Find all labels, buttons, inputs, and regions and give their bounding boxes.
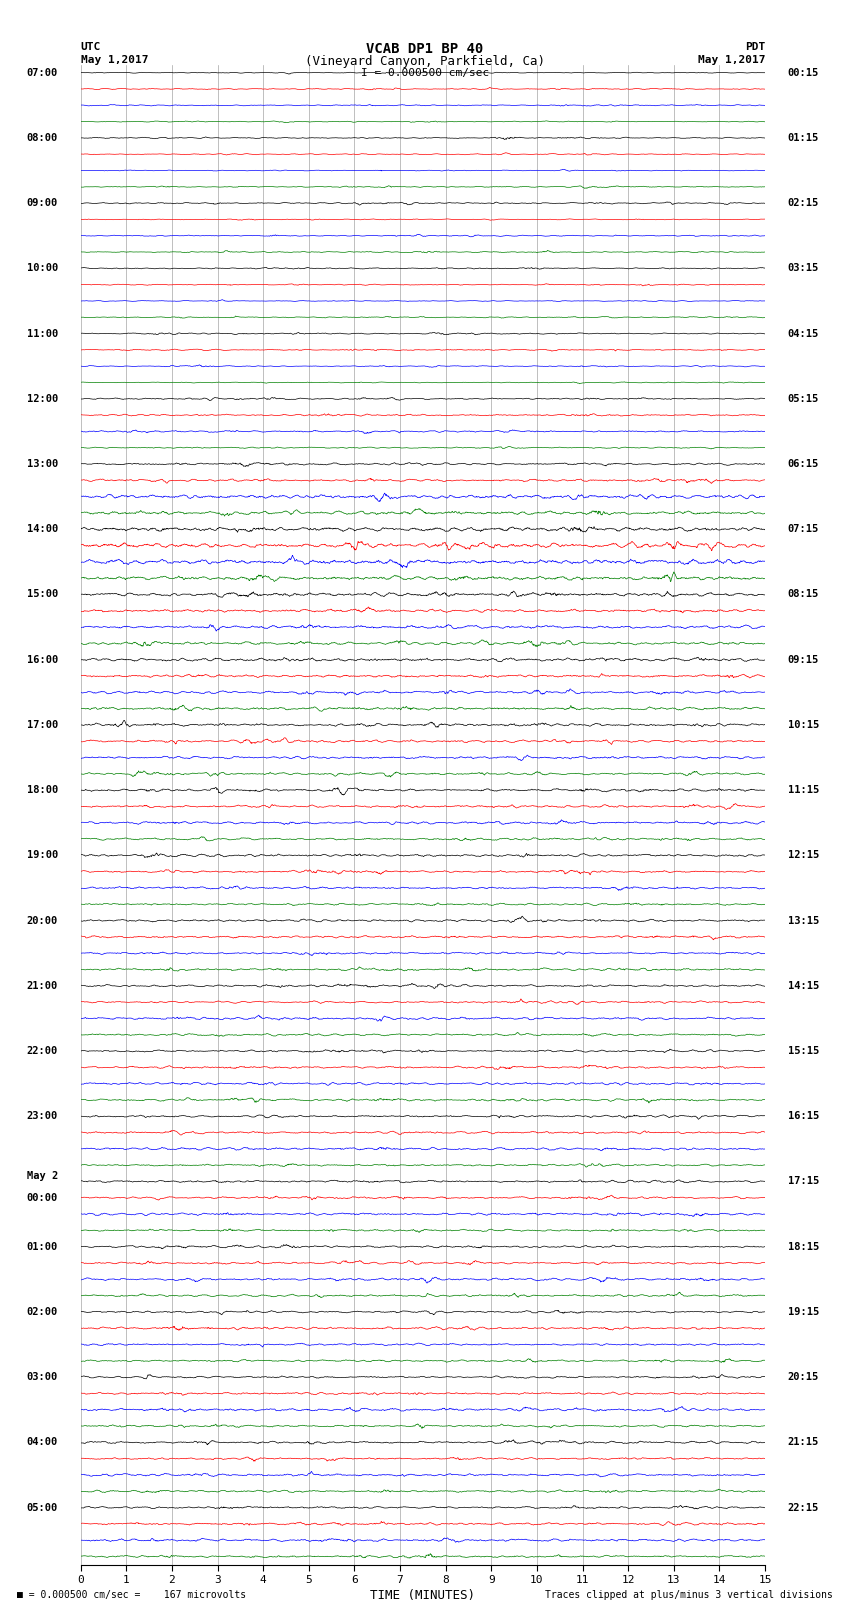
Text: 06:15: 06:15 bbox=[788, 460, 819, 469]
Text: 19:00: 19:00 bbox=[26, 850, 58, 860]
Text: Traces clipped at plus/minus 3 vertical divisions: Traces clipped at plus/minus 3 vertical … bbox=[545, 1590, 833, 1600]
Text: UTC: UTC bbox=[81, 42, 101, 52]
Text: 23:00: 23:00 bbox=[26, 1111, 58, 1121]
Text: 21:00: 21:00 bbox=[26, 981, 58, 990]
Text: 12:00: 12:00 bbox=[26, 394, 58, 403]
Text: 09:15: 09:15 bbox=[788, 655, 819, 665]
Text: 10:00: 10:00 bbox=[26, 263, 58, 273]
Text: 17:00: 17:00 bbox=[26, 719, 58, 731]
Text: 22:15: 22:15 bbox=[788, 1503, 819, 1513]
Text: 11:00: 11:00 bbox=[26, 329, 58, 339]
Text: 07:15: 07:15 bbox=[788, 524, 819, 534]
Text: 09:00: 09:00 bbox=[26, 198, 58, 208]
Text: 02:15: 02:15 bbox=[788, 198, 819, 208]
Text: 03:00: 03:00 bbox=[26, 1373, 58, 1382]
Text: 22:00: 22:00 bbox=[26, 1045, 58, 1057]
Text: 08:15: 08:15 bbox=[788, 589, 819, 600]
Text: 01:15: 01:15 bbox=[788, 132, 819, 144]
Text: PDT: PDT bbox=[745, 42, 765, 52]
Text: 20:00: 20:00 bbox=[26, 916, 58, 926]
Text: May 2: May 2 bbox=[26, 1171, 58, 1181]
Text: 18:00: 18:00 bbox=[26, 786, 58, 795]
Text: 11:15: 11:15 bbox=[788, 786, 819, 795]
Text: 05:15: 05:15 bbox=[788, 394, 819, 403]
Text: (Vineyard Canyon, Parkfield, Ca): (Vineyard Canyon, Parkfield, Ca) bbox=[305, 55, 545, 68]
Text: May 1,2017: May 1,2017 bbox=[81, 55, 148, 65]
Text: 18:15: 18:15 bbox=[788, 1242, 819, 1252]
Text: 01:00: 01:00 bbox=[26, 1242, 58, 1252]
Text: 00:15: 00:15 bbox=[788, 68, 819, 77]
Text: 03:15: 03:15 bbox=[788, 263, 819, 273]
Text: ■ = 0.000500 cm/sec =    167 microvolts: ■ = 0.000500 cm/sec = 167 microvolts bbox=[17, 1590, 246, 1600]
Text: May 1,2017: May 1,2017 bbox=[698, 55, 765, 65]
Text: 07:00: 07:00 bbox=[26, 68, 58, 77]
Text: 19:15: 19:15 bbox=[788, 1307, 819, 1316]
Text: 10:15: 10:15 bbox=[788, 719, 819, 731]
Text: I = 0.000500 cm/sec: I = 0.000500 cm/sec bbox=[361, 68, 489, 77]
Text: 21:15: 21:15 bbox=[788, 1437, 819, 1447]
Text: 02:00: 02:00 bbox=[26, 1307, 58, 1316]
Text: 16:15: 16:15 bbox=[788, 1111, 819, 1121]
Text: 14:00: 14:00 bbox=[26, 524, 58, 534]
Text: 12:15: 12:15 bbox=[788, 850, 819, 860]
Text: 13:00: 13:00 bbox=[26, 460, 58, 469]
Text: 15:15: 15:15 bbox=[788, 1045, 819, 1057]
Text: 13:15: 13:15 bbox=[788, 916, 819, 926]
Text: 20:15: 20:15 bbox=[788, 1373, 819, 1382]
Text: 04:00: 04:00 bbox=[26, 1437, 58, 1447]
Text: 04:15: 04:15 bbox=[788, 329, 819, 339]
Text: 17:15: 17:15 bbox=[788, 1176, 819, 1187]
Text: 08:00: 08:00 bbox=[26, 132, 58, 144]
Text: 16:00: 16:00 bbox=[26, 655, 58, 665]
Text: 05:00: 05:00 bbox=[26, 1503, 58, 1513]
X-axis label: TIME (MINUTES): TIME (MINUTES) bbox=[371, 1589, 475, 1602]
Text: 14:15: 14:15 bbox=[788, 981, 819, 990]
Text: 00:00: 00:00 bbox=[26, 1192, 58, 1203]
Text: 15:00: 15:00 bbox=[26, 589, 58, 600]
Text: VCAB DP1 BP 40: VCAB DP1 BP 40 bbox=[366, 42, 484, 56]
